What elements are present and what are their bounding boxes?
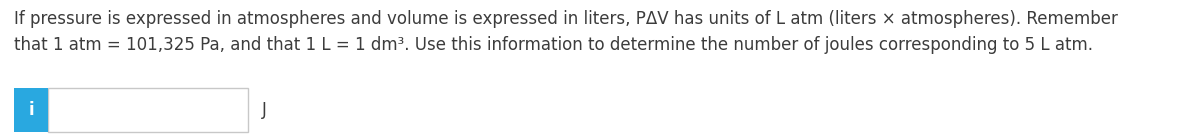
Text: J: J bbox=[262, 101, 266, 119]
Text: that 1 atm = 101,325 Pa, and that 1 L = 1 dm³. Use this information to determine: that 1 atm = 101,325 Pa, and that 1 L = … bbox=[14, 36, 1093, 54]
Text: i: i bbox=[29, 101, 33, 119]
Text: If pressure is expressed in atmospheres and volume is expressed in liters, PΔV h: If pressure is expressed in atmospheres … bbox=[14, 10, 1117, 28]
FancyBboxPatch shape bbox=[48, 88, 249, 132]
FancyBboxPatch shape bbox=[14, 88, 48, 132]
